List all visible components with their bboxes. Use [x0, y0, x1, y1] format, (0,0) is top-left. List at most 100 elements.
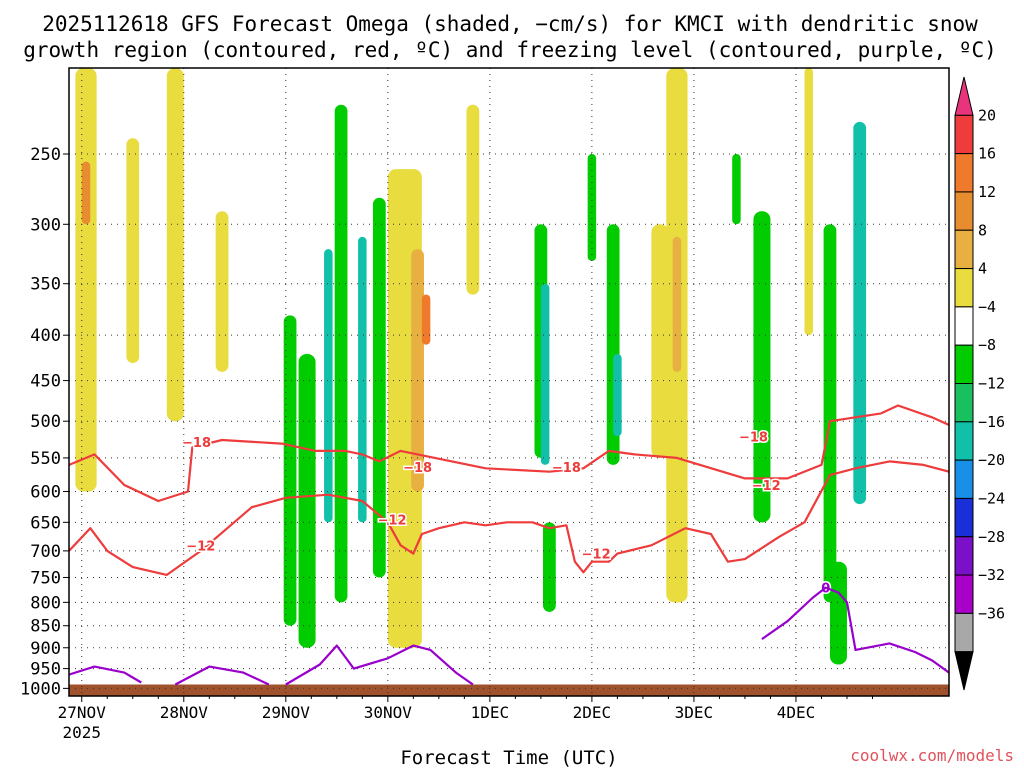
- colorbar-label-1: 16: [978, 145, 996, 163]
- y-tick-label-350: 350: [30, 275, 61, 295]
- colorbar-label-5: −4: [978, 298, 996, 316]
- omega-shade-23: [672, 236, 682, 372]
- freezing-contour-label-0: 0: [821, 582, 830, 597]
- dgz-contour-line-0: [69, 404, 949, 503]
- freezing-contour-line-0: [69, 665, 142, 684]
- omega-shade-2: [126, 138, 140, 364]
- colorbar-swatch-10: [954, 459, 974, 499]
- y-tick-label-700: 700: [30, 542, 61, 562]
- omega-shade-6: [298, 353, 316, 648]
- colorbar-swatch-13: [954, 574, 974, 614]
- x-tick-label-27NOV: 27NOV: [58, 703, 107, 722]
- colorbar-swatch-12: [954, 536, 974, 576]
- x-tick-label-1DEC: 1DEC: [471, 703, 510, 722]
- colorbar-cap-bottom: [954, 651, 974, 691]
- dgz-contour-label-4: −12: [186, 539, 215, 554]
- omega-shade-29: [853, 121, 867, 505]
- omega-shade-14: [466, 104, 480, 295]
- colorbar-swatch-11: [954, 497, 974, 538]
- y-tick-label-600: 600: [30, 482, 61, 502]
- colorbar-swatch-9: [954, 421, 974, 461]
- omega-shade-12: [411, 249, 424, 492]
- omega-shade-3: [166, 68, 184, 422]
- plot-content: −18 −18 −18 −18 −12 −12 −12 −12 0: [69, 68, 949, 696]
- omega-shade-27: [823, 224, 837, 603]
- y-tick-label-500: 500: [30, 412, 61, 432]
- omega-shade-0: [75, 68, 97, 492]
- colorbar-label-2: 12: [978, 183, 996, 201]
- colorbar-swatch-5: [954, 268, 974, 308]
- colorbar-swatch-6: [954, 306, 974, 346]
- x-tick-label-29NOV: 29NOV: [262, 703, 311, 722]
- y-tick-label-1000: 1000: [20, 679, 61, 699]
- y-tick-label-550: 550: [30, 449, 61, 469]
- omega-shade-1: [81, 161, 91, 225]
- freezing-contour-line-2: [285, 644, 474, 686]
- dgz-contour-label-3: −18: [739, 430, 768, 445]
- colorbar-swatch-8: [954, 383, 974, 423]
- y-tick-label-800: 800: [30, 593, 61, 613]
- omega-shade-10: [372, 197, 386, 578]
- x-axis-title: Forecast Time (UTC): [400, 747, 617, 768]
- dgz-contour-line-4: [69, 460, 949, 576]
- colorbar-label-6: −8: [978, 336, 996, 354]
- y-tick-label-650: 650: [30, 513, 61, 533]
- x-tick-label-28NOV: 28NOV: [160, 703, 209, 722]
- omega-shade-17: [543, 522, 556, 612]
- y-tick-label-900: 900: [30, 639, 61, 659]
- omega-shade-7: [324, 249, 333, 523]
- colorbar-label-11: −28: [978, 528, 1005, 546]
- colorbar-swatch-1: [954, 114, 974, 155]
- y-tick-label-950: 950: [30, 660, 61, 680]
- ground-layer: [69, 684, 949, 696]
- omega-shade-4: [215, 211, 229, 372]
- colorbar-label-7: −12: [978, 375, 1005, 393]
- freezing-contour-line-3: [761, 586, 949, 674]
- x-tick-label-3DEC: 3DEC: [675, 703, 714, 722]
- dgz-contour-label-6: −12: [582, 548, 611, 563]
- omega-shade-25: [753, 211, 771, 523]
- x-tick-label-4DEC: 4DEC: [777, 703, 816, 722]
- dgz-contour-label-0: −18: [182, 436, 211, 451]
- chart-title-line-2: growth region (contoured, red, ºC) and f…: [23, 38, 997, 62]
- x-tick-label-30NOV: 30NOV: [364, 703, 413, 722]
- dgz-contour-label-2: −18: [552, 461, 581, 476]
- colorbar-swatch-2: [954, 153, 974, 193]
- y-tick-label-750: 750: [30, 568, 61, 588]
- omega-shade-16: [540, 283, 550, 465]
- y-tick-label-850: 850: [30, 617, 61, 637]
- colorbar-cap-top: [954, 76, 974, 116]
- colorbar-label-13: −36: [978, 604, 1005, 622]
- omega-shade-24: [732, 154, 741, 225]
- dgz-contour-label-7: −12: [752, 479, 781, 494]
- colorbar-swatch-3: [954, 191, 974, 231]
- colorbar-label-12: −32: [978, 566, 1005, 584]
- omega-shade-8: [334, 104, 348, 603]
- y-tick-label-300: 300: [30, 215, 61, 235]
- dgz-contour-label-1: −18: [403, 461, 432, 476]
- x-tick-label-2DEC: 2DEC: [573, 703, 612, 722]
- x-year-label: 2025: [62, 723, 101, 742]
- colorbar-swatch-4: [954, 229, 974, 270]
- omega-shade-26: [804, 68, 813, 336]
- omega-shade-18: [587, 154, 597, 262]
- omega-shade-9: [358, 236, 367, 523]
- colorbar-label-3: 8: [978, 221, 987, 239]
- colorbar-label-10: −24: [978, 489, 1005, 507]
- y-tick-label-450: 450: [30, 372, 61, 392]
- omega-shade-13: [421, 294, 431, 345]
- omega-shade-5: [283, 315, 297, 626]
- colorbar-label-9: −20: [978, 451, 1005, 469]
- plot-area: −18 −18 −18 −18 −12 −12 −12 −12 0 250 300 350 400 450…: [20, 67, 950, 742]
- omega-shade-21: [651, 224, 669, 458]
- colorbar: 20 16 12 8 4 −4 −8 −12 −16 −20 −24 −28 −32 −36: [954, 76, 1005, 691]
- credit-text[interactable]: coolwx.com/models: [850, 746, 1014, 765]
- y-tick-label-250: 250: [30, 145, 61, 165]
- colorbar-label-8: −16: [978, 413, 1005, 431]
- colorbar-swatch-14: [954, 612, 974, 653]
- omega-shade-28: [829, 561, 847, 665]
- y-tick-label-400: 400: [30, 326, 61, 346]
- colorbar-label-4: 4: [978, 260, 987, 278]
- colorbar-label-0: 20: [978, 106, 996, 124]
- omega-shade-20: [613, 353, 622, 437]
